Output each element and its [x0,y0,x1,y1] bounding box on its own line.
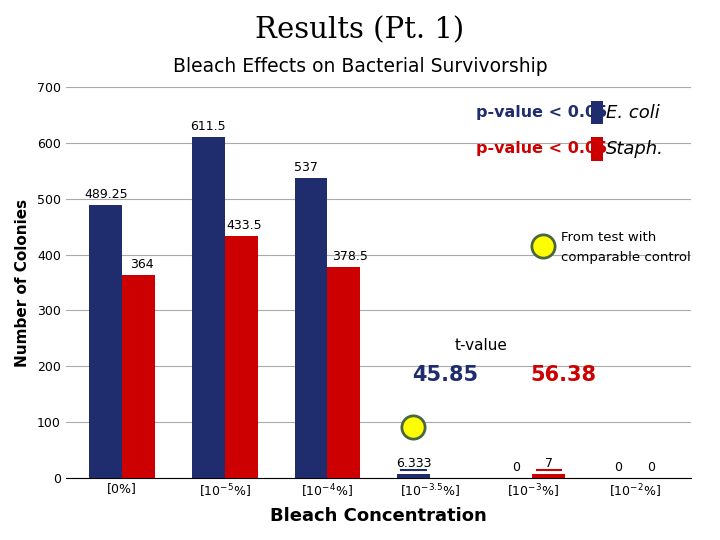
Bar [294,178,328,478]
Point [408,423,419,432]
Bar [397,474,430,478]
Text: E. coli: E. coli [606,104,660,122]
Bar [192,137,225,478]
Text: t-value: t-value [455,338,508,353]
X-axis label: Bleach Concentration: Bleach Concentration [270,507,487,525]
Bar [122,275,155,478]
Text: 364: 364 [130,258,153,271]
Bar [328,267,360,478]
Bar [591,137,603,160]
Text: 537: 537 [294,161,318,174]
Y-axis label: Number of Colonies: Number of Colonies [15,199,30,367]
Text: comparable control: comparable control [561,251,691,264]
Bar [533,474,565,478]
Bar [225,236,258,478]
Text: p-value < 0.05: p-value < 0.05 [476,105,607,120]
Text: 0: 0 [512,461,520,474]
Text: Staph.: Staph. [606,140,664,158]
Text: 611.5: 611.5 [191,120,226,133]
Text: Results (Pt. 1): Results (Pt. 1) [256,16,464,44]
Point [537,242,549,251]
Text: 6.333: 6.333 [396,457,431,470]
Text: p-value < 0.05: p-value < 0.05 [476,141,607,156]
Text: 45.85: 45.85 [413,364,478,384]
Text: From test with: From test with [561,232,657,245]
Bar [591,101,603,124]
Text: 378.5: 378.5 [332,250,368,263]
Text: 7: 7 [545,457,553,470]
Text: 0: 0 [647,461,655,474]
Text: 489.25: 489.25 [84,188,127,201]
Text: 0: 0 [615,461,623,474]
Bar [89,205,122,478]
Text: 56.38: 56.38 [530,364,596,384]
Text: Bleach Effects on Bacterial Survivorship: Bleach Effects on Bacterial Survivorship [173,57,547,76]
Text: 433.5: 433.5 [227,219,262,232]
